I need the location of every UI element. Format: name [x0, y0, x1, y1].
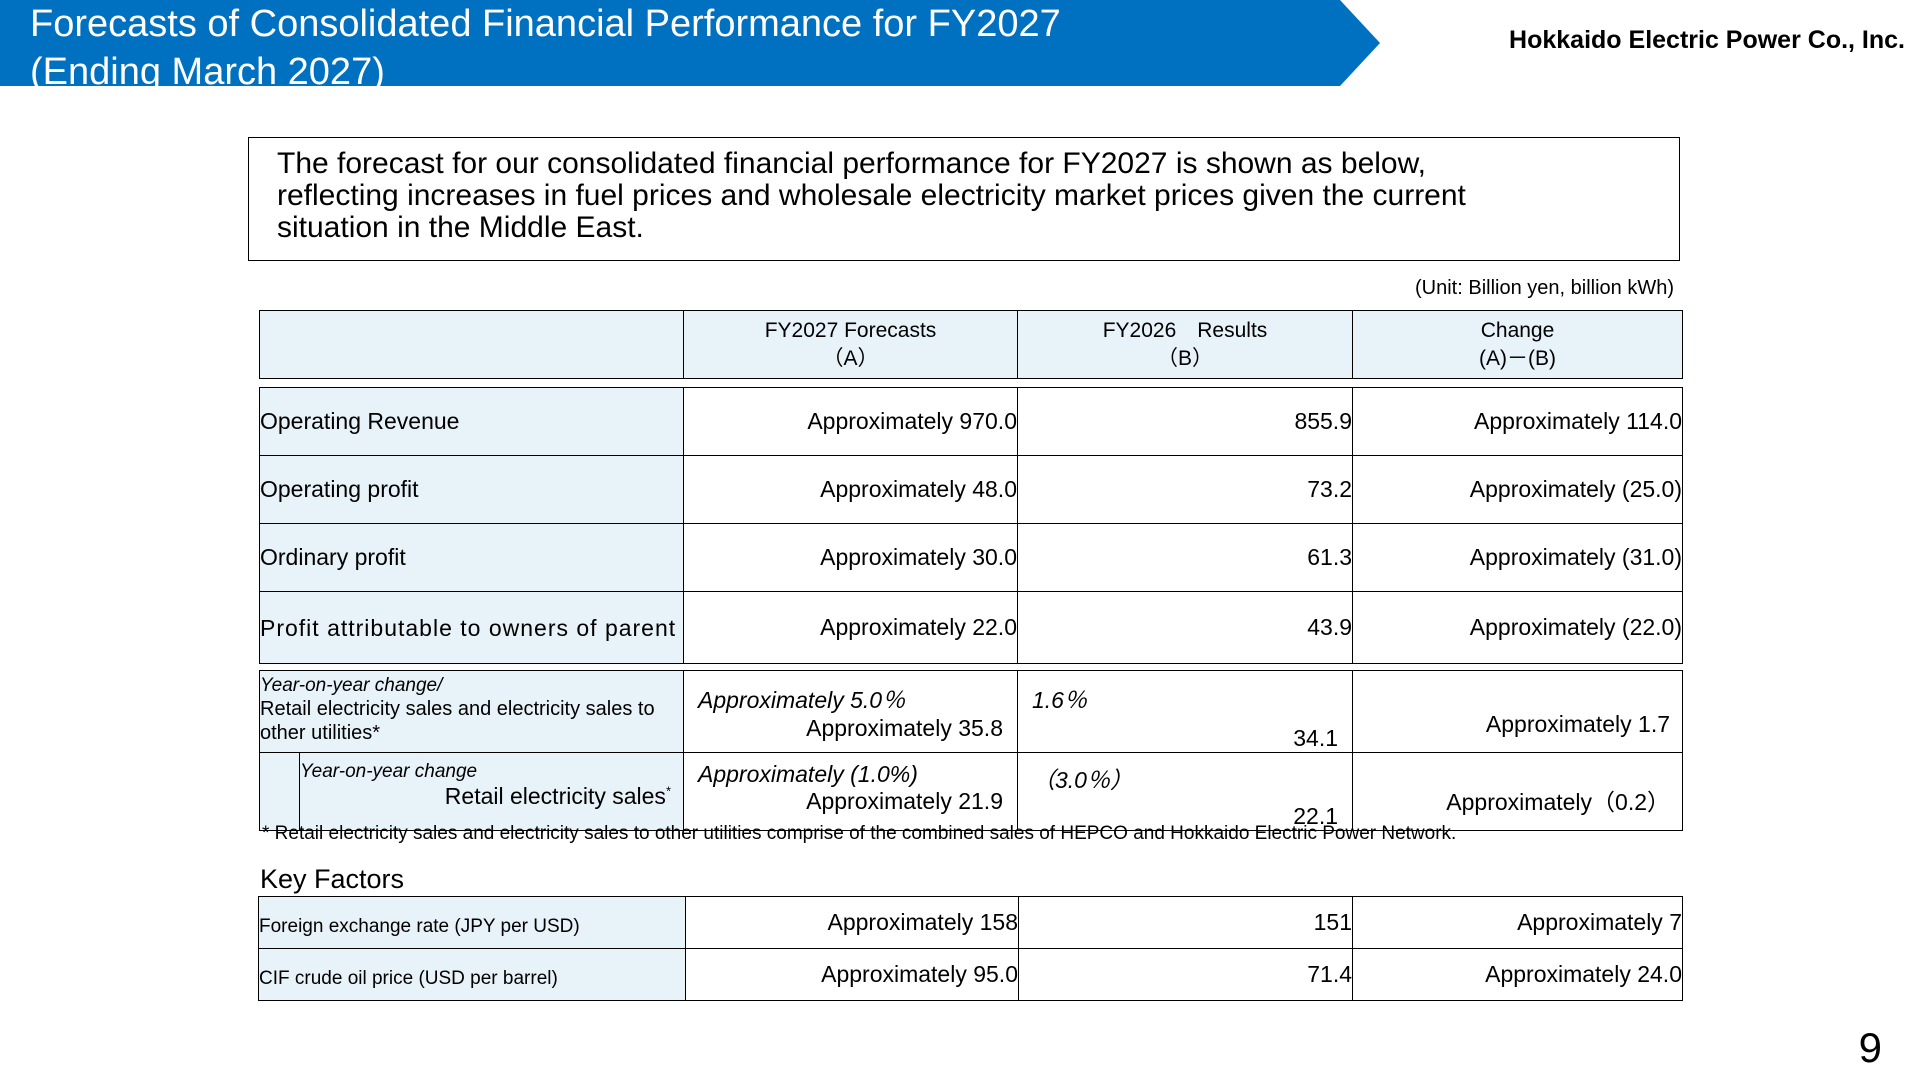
header-row: FY2027 Forecasts （A） FY2026 Results （B） …: [259, 310, 1683, 379]
row-label: CIF crude oil price (USD per barrel): [258, 948, 686, 1001]
forecast-value: Approximately 48.0: [683, 455, 1018, 524]
forecast-value: Approximately 95.0: [685, 948, 1019, 1001]
result-value: 151: [1018, 896, 1353, 949]
retail-sales-label-cell: Year-on-year change Retail electricity s…: [299, 752, 684, 831]
change-value: Approximately 24.0: [1352, 948, 1683, 1001]
summary-text: The forecast for our consolidated financ…: [248, 137, 1680, 261]
change-value: Approximately (22.0): [1352, 591, 1683, 664]
yoy-label: Year-on-year change/: [260, 675, 443, 696]
row-label: Operating Revenue: [259, 387, 684, 456]
yoy-label: Year-on-year change: [300, 761, 478, 782]
forecast-cell: Approximately (1.0%) Approximately 21.9: [683, 752, 1018, 831]
row-label: Ordinary profit: [259, 523, 684, 592]
result-yoy: （3.0％）: [1032, 767, 1133, 793]
forecast-yoy: Approximately (1.0%): [698, 761, 918, 787]
forecast-value: Approximately 21.9: [806, 788, 1003, 814]
forecast-value: Approximately 158: [685, 896, 1019, 949]
result-value: 71.4: [1018, 948, 1353, 1001]
table-row: Profit attributable to owners of parent …: [259, 591, 1683, 664]
forecast-value: Approximately 22.0: [683, 591, 1018, 664]
result-cell: （3.0％） 22.1: [1017, 752, 1353, 831]
header-forecast-line1: FY2027 Forecasts: [764, 318, 937, 342]
key-factors-table: Foreign exchange rate (JPY per USD) Appr…: [258, 896, 1683, 1001]
change-cell: Approximately 1.7: [1352, 670, 1683, 753]
page-title: Forecasts of Consolidated Financial Perf…: [30, 3, 1061, 93]
header-forecast-line2: （A）: [822, 346, 879, 370]
forecast-value: Approximately 970.0: [683, 387, 1018, 456]
result-value: 43.9: [1017, 591, 1353, 664]
title-banner: [0, 0, 1380, 86]
total-sales-label-cell: Year-on-year change/ Retail electricity …: [259, 670, 684, 753]
change-cell: Approximately（0.2）: [1352, 752, 1683, 831]
change-value: Approximately 1.7: [1485, 711, 1670, 737]
header-change-line2: (A)－(B): [1479, 346, 1556, 370]
row-label: Foreign exchange rate (JPY per USD): [258, 896, 686, 949]
page-number: 9: [1858, 1024, 1882, 1071]
forecast-cell: Approximately 5.0％ Approximately 35.8: [683, 670, 1018, 753]
forecast-value: Approximately 30.0: [683, 523, 1018, 592]
result-value: 61.3: [1017, 523, 1353, 592]
header-change-line1: Change: [1480, 318, 1555, 342]
key-factors-heading: Key Factors: [260, 864, 405, 894]
table-row: Operating Revenue Approximately 970.0 85…: [259, 387, 1683, 456]
header-change: Change (A)－(B): [1352, 310, 1683, 379]
table-row: Ordinary profit Approximately 30.0 61.3 …: [259, 523, 1683, 592]
result-value: 855.9: [1017, 387, 1353, 456]
header-results-line2: （B）: [1156, 346, 1213, 370]
change-value: Approximately（0.2）: [1446, 789, 1670, 815]
change-value: Approximately 114.0: [1352, 387, 1683, 456]
retail-sales-label-line: Retail electricity sales*: [300, 783, 671, 810]
forecast-yoy: Approximately 5.0％: [698, 687, 906, 713]
result-value: 73.2: [1017, 455, 1353, 524]
row-label: Operating profit: [259, 455, 684, 524]
table-row: Year-on-year change Retail electricity s…: [259, 752, 1683, 831]
company-name: Hokkaido Electric Power Co., Inc.: [1509, 26, 1905, 54]
table-row: Year-on-year change/ Retail electricity …: [259, 670, 1683, 753]
forecast-value: Approximately 35.8: [806, 715, 1003, 741]
table-row: Operating profit Approximately 48.0 73.2…: [259, 455, 1683, 524]
result-cell: 1.6％ 34.1: [1017, 670, 1353, 753]
footnote: * Retail electricity sales and electrici…: [262, 823, 1457, 844]
total-sales-label: Retail electricity sales and electricity…: [260, 698, 655, 744]
change-value: Approximately (25.0): [1352, 455, 1683, 524]
column-header-table: FY2027 Forecasts （A） FY2026 Results （B） …: [259, 310, 1683, 379]
unit-note: (Unit: Billion yen, billion kWh): [1415, 277, 1674, 299]
header-blank-cell: [259, 310, 684, 379]
electricity-sales-table: Year-on-year change/ Retail electricity …: [259, 670, 1683, 831]
result-yoy: 1.6％: [1032, 687, 1087, 713]
change-value: Approximately 7: [1352, 896, 1683, 949]
header-results: FY2026 Results （B）: [1017, 310, 1353, 379]
table-row: CIF crude oil price (USD per barrel) App…: [258, 948, 1683, 1001]
result-value: 22.1: [1293, 803, 1338, 829]
table-row: Foreign exchange rate (JPY per USD) Appr…: [258, 896, 1683, 949]
footnote-mark: *: [665, 783, 671, 799]
row-label: Profit attributable to owners of parent: [259, 591, 684, 664]
financials-table: Operating Revenue Approximately 970.0 85…: [259, 387, 1683, 664]
retail-sales-label: Retail electricity sales: [444, 783, 666, 809]
result-value: 34.1: [1293, 725, 1338, 751]
change-value: Approximately (31.0): [1352, 523, 1683, 592]
indent-cell: [259, 752, 300, 831]
header-results-line1: FY2026 Results: [1102, 318, 1268, 342]
header-forecast: FY2027 Forecasts （A）: [683, 310, 1018, 379]
